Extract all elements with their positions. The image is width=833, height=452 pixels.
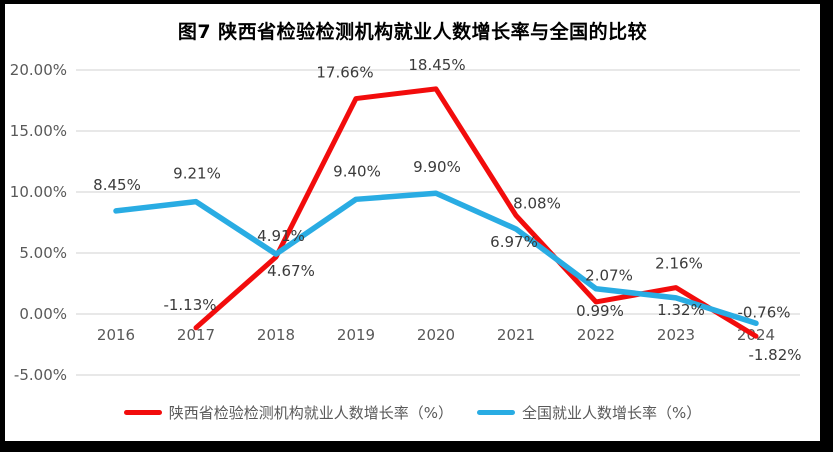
data-label: 8.08% xyxy=(513,194,561,212)
x-tick-label: 2018 xyxy=(257,326,295,344)
series-line xyxy=(193,86,759,339)
data-label: 1.32% xyxy=(657,301,705,319)
chart-title: 图7 陕西省检验检测机构就业人数增长率与全国的比较 xyxy=(177,21,648,43)
data-label: 0.99% xyxy=(576,302,624,320)
legend-label-shaanxi: 陕西省检验检测机构就业人数增长率（%） xyxy=(168,404,453,422)
legend-item-shaanxi: 陕西省检验检测机构就业人数增长率（%） xyxy=(123,402,453,423)
data-label: 4.67% xyxy=(267,262,315,280)
red-line-swatch-icon xyxy=(123,410,162,415)
x-tick-label: 2016 xyxy=(97,326,135,344)
x-tick-label: 2020 xyxy=(417,326,455,344)
x-tick-label: 2017 xyxy=(177,326,215,344)
data-label: -0.76% xyxy=(737,303,790,321)
data-label: 8.45% xyxy=(93,176,141,194)
legend: 陕西省检验检测机构就业人数增长率（%） 全国就业人数增长率（%） xyxy=(5,402,820,423)
x-tick-label: 2022 xyxy=(577,326,615,344)
data-label: 2.07% xyxy=(585,267,633,285)
y-tick-label: -5.00% xyxy=(14,366,67,384)
x-tick-label: 2019 xyxy=(337,326,375,344)
x-tick-label: 2023 xyxy=(657,326,695,344)
legend-label-national: 全国就业人数增长率（%） xyxy=(522,404,702,422)
data-label: 18.45% xyxy=(408,56,465,74)
data-label: 9.40% xyxy=(333,162,381,180)
y-tick-label: 15.00% xyxy=(10,122,67,140)
y-tick-label: 10.00% xyxy=(10,183,67,201)
data-label: 9.90% xyxy=(413,158,461,176)
data-label: 4.91% xyxy=(257,227,305,245)
data-label: 17.66% xyxy=(316,64,373,82)
y-tick-label: 0.00% xyxy=(19,305,67,323)
x-tick-label: 2021 xyxy=(497,326,535,344)
data-label: 2.16% xyxy=(655,255,703,273)
data-label: -1.13% xyxy=(163,296,216,314)
series-line xyxy=(113,190,759,327)
data-label: 9.21% xyxy=(173,165,221,183)
y-tick-label: 5.00% xyxy=(19,244,67,262)
blue-line-swatch-icon xyxy=(477,410,515,415)
data-label: 6.97% xyxy=(490,233,538,251)
data-label: -1.82% xyxy=(748,346,801,364)
line-chart: 20.00% 15.00% 10.00% 5.00% 0.00% -5.00% 2016 20… xyxy=(10,56,802,384)
y-tick-label: 20.00% xyxy=(10,61,67,79)
legend-item-national: 全国就业人数增长率（%） xyxy=(477,402,701,423)
